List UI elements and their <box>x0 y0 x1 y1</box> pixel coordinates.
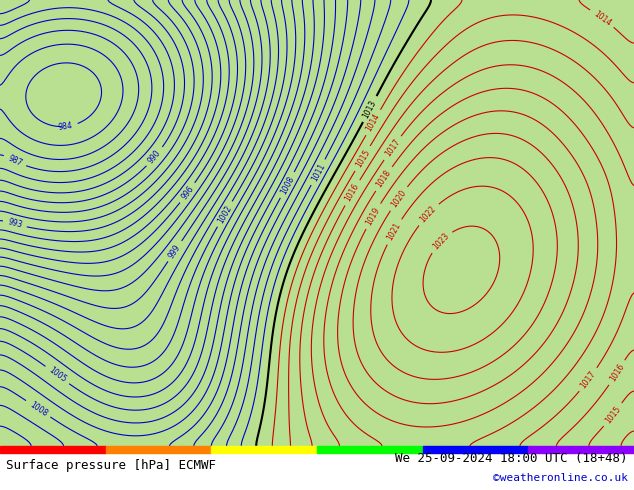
Text: 1015: 1015 <box>354 148 372 169</box>
Text: 1014: 1014 <box>365 112 382 133</box>
Text: 1005: 1005 <box>47 366 68 385</box>
Text: 1016: 1016 <box>608 362 626 383</box>
Text: 1018: 1018 <box>375 169 393 189</box>
Text: 1011: 1011 <box>309 162 327 183</box>
Text: 1008: 1008 <box>279 174 296 196</box>
Text: 1019: 1019 <box>365 205 382 227</box>
Text: 1013: 1013 <box>361 98 378 120</box>
Text: Surface pressure [hPa] ECMWF: Surface pressure [hPa] ECMWF <box>6 459 216 472</box>
Bar <box>211 446 317 453</box>
Text: We 25-09-2024 18:00 UTC (18+48): We 25-09-2024 18:00 UTC (18+48) <box>395 452 628 465</box>
Bar <box>106 446 211 453</box>
Bar <box>0 446 106 453</box>
Text: 987: 987 <box>6 154 23 168</box>
Text: 1017: 1017 <box>383 138 402 158</box>
Bar <box>423 446 528 453</box>
Text: 990: 990 <box>146 148 163 165</box>
Text: 1016: 1016 <box>344 182 361 203</box>
Bar <box>528 446 634 453</box>
Text: 993: 993 <box>6 218 23 230</box>
Text: 984: 984 <box>58 121 74 132</box>
Text: ©weatheronline.co.uk: ©weatheronline.co.uk <box>493 473 628 483</box>
Text: 1008: 1008 <box>28 400 49 418</box>
Text: 1014: 1014 <box>592 9 612 27</box>
Text: 1020: 1020 <box>389 188 408 209</box>
Bar <box>317 446 423 453</box>
Text: 999: 999 <box>167 243 183 260</box>
Text: 1022: 1022 <box>418 204 438 224</box>
Text: 1002: 1002 <box>216 203 233 224</box>
Text: 1023: 1023 <box>431 231 451 251</box>
Text: 1021: 1021 <box>385 221 403 242</box>
Text: 1017: 1017 <box>579 369 598 390</box>
Text: 996: 996 <box>179 184 195 201</box>
Text: 1015: 1015 <box>604 404 623 425</box>
